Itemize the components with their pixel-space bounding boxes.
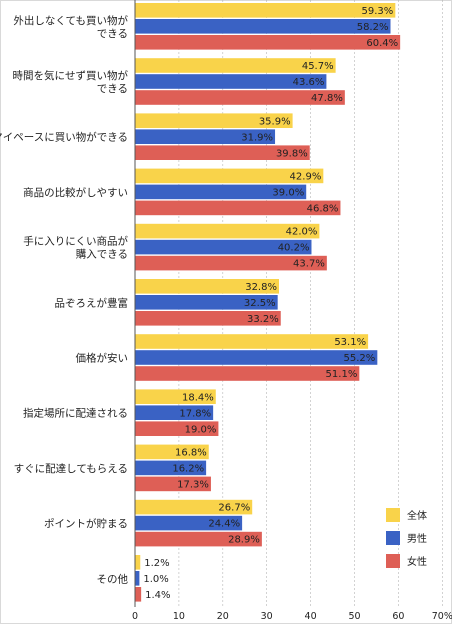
value-label-1-0: 45.7% [302,61,334,72]
bar-3-1 [135,184,307,200]
x-tick-label-30: 30 [261,611,273,622]
legend-label-1: 男性 [407,532,427,545]
value-label-6-1: 55.2% [344,353,376,364]
bar-1-1 [135,74,327,89]
legend-swatch-0 [386,508,400,522]
value-label-0-2: 60.4% [366,38,398,49]
value-label-7-1: 17.8% [179,408,211,419]
value-label-4-1: 40.2% [278,243,310,254]
value-label-6-0: 53.1% [334,337,366,348]
bar-2-1 [135,129,276,144]
value-label-10-1: 1.0% [143,574,168,585]
value-label-5-1: 32.5% [244,298,276,309]
bar-4-1 [135,239,312,255]
bar-5-2 [135,311,281,326]
x-tick-label-50: 50 [348,611,360,622]
legend-label-0: 全体 [407,509,427,522]
value-label-4-2: 43.7% [293,259,325,270]
value-label-4-0: 42.0% [286,227,318,238]
bar-0-0 [135,3,396,18]
category-label-9-0: ポイントが貯まる [44,517,128,530]
x-axis: 0 10 20 30 40 50 60 70% [132,0,452,622]
value-label-9-0: 26.7% [218,503,250,514]
bar-0-1 [135,19,391,34]
bar-1-0 [135,58,336,73]
value-label-8-0: 16.8% [175,448,207,459]
value-label-9-2: 28.9% [228,535,260,546]
value-label-0-1: 58.2% [357,22,389,33]
bar-4-0 [135,223,320,239]
value-label-7-2: 19.0% [185,424,217,435]
legend-swatch-1 [386,531,400,545]
x-tick-label-0: 0 [132,611,138,622]
bar-4-2 [135,255,327,271]
category-label-7-0: 指定場所に配達される [23,407,128,420]
category-label-0-1: できる [97,28,128,40]
category-labels: 外出しなくても買い物ができる時間を気にせず買い物ができるマイペースに買い物ができ… [0,14,129,585]
bar-6-0 [135,334,369,349]
x-tick-label-70: 70% [432,611,452,622]
bar-2-0 [135,113,293,128]
bar-3-0 [135,168,324,184]
bar-10-0 [135,555,141,570]
bar-10-2 [135,587,142,602]
value-label-1-2: 47.8% [311,93,343,104]
bar-0-2 [135,35,401,50]
value-label-2-2: 39.8% [276,148,308,159]
bar-9-1 [135,515,243,531]
category-label-4-1: 購入できる [76,248,128,261]
category-label-6-0: 価格が安い [76,352,129,365]
bar-8-2 [135,476,211,492]
bar-8-0 [135,444,209,460]
bar-2-2 [135,145,310,160]
category-label-1-1: できる [97,83,128,95]
bar-3-2 [135,200,341,216]
value-label-8-1: 16.2% [172,464,204,475]
value-label-6-2: 51.1% [326,369,358,380]
value-label-5-0: 32.8% [245,282,277,293]
category-label-0-0: 外出しなくても買い物が [13,14,128,27]
bar-8-1 [135,460,207,476]
bar-7-0 [135,389,216,404]
category-label-4-0: 手に入りにくい商品が [23,235,128,248]
category-label-2-0: マイペースに買い物ができる [0,131,128,144]
category-label-8-0: すぐに配達してもらえる [14,463,128,475]
bar-9-0 [135,499,253,515]
value-label-3-0: 42.9% [290,172,322,183]
value-label-3-2: 46.8% [307,204,339,215]
value-label-1-1: 43.6% [293,77,325,88]
category-label-5-0: 品ぞろえが豊富 [55,296,129,309]
bar-7-2 [135,421,219,436]
value-label-9-1: 24.4% [208,519,240,530]
bar-10-1 [135,571,140,586]
legend-label-2: 女性 [407,555,427,568]
legend-swatch-2 [386,554,400,568]
category-label-3-0: 商品の比較がしやすい [23,186,128,199]
x-tick-label-60: 60 [392,611,404,622]
x-tick-label-40: 40 [305,611,317,622]
bar-6-1 [135,350,378,365]
value-label-7-0: 18.4% [182,392,214,403]
value-label-2-0: 35.9% [259,116,291,127]
x-tick-label-10: 10 [173,611,185,622]
value-label-3-1: 39.0% [272,188,304,199]
category-label-1-0: 時間を気にせず買い物が [13,69,129,82]
value-label-8-2: 17.3% [177,480,209,491]
value-label-5-2: 33.2% [247,314,279,325]
bar-6-2 [135,366,360,381]
value-label-10-0: 1.2% [144,558,169,569]
bar-5-0 [135,279,279,294]
bars: 59.3% 58.2% 60.4% 45.7% 43.6% 47.8% 35.9% 31.9%… [135,3,401,602]
x-tick-label-20: 20 [217,611,229,622]
value-label-2-1: 31.9% [241,132,273,143]
bar-7-1 [135,405,214,420]
value-label-0-0: 59.3% [362,6,394,17]
bar-9-2 [135,531,262,547]
value-label-10-2: 1.4% [145,590,170,601]
bar-5-1 [135,295,278,310]
category-label-10-0: その他 [97,572,129,585]
bar-1-2 [135,90,345,105]
